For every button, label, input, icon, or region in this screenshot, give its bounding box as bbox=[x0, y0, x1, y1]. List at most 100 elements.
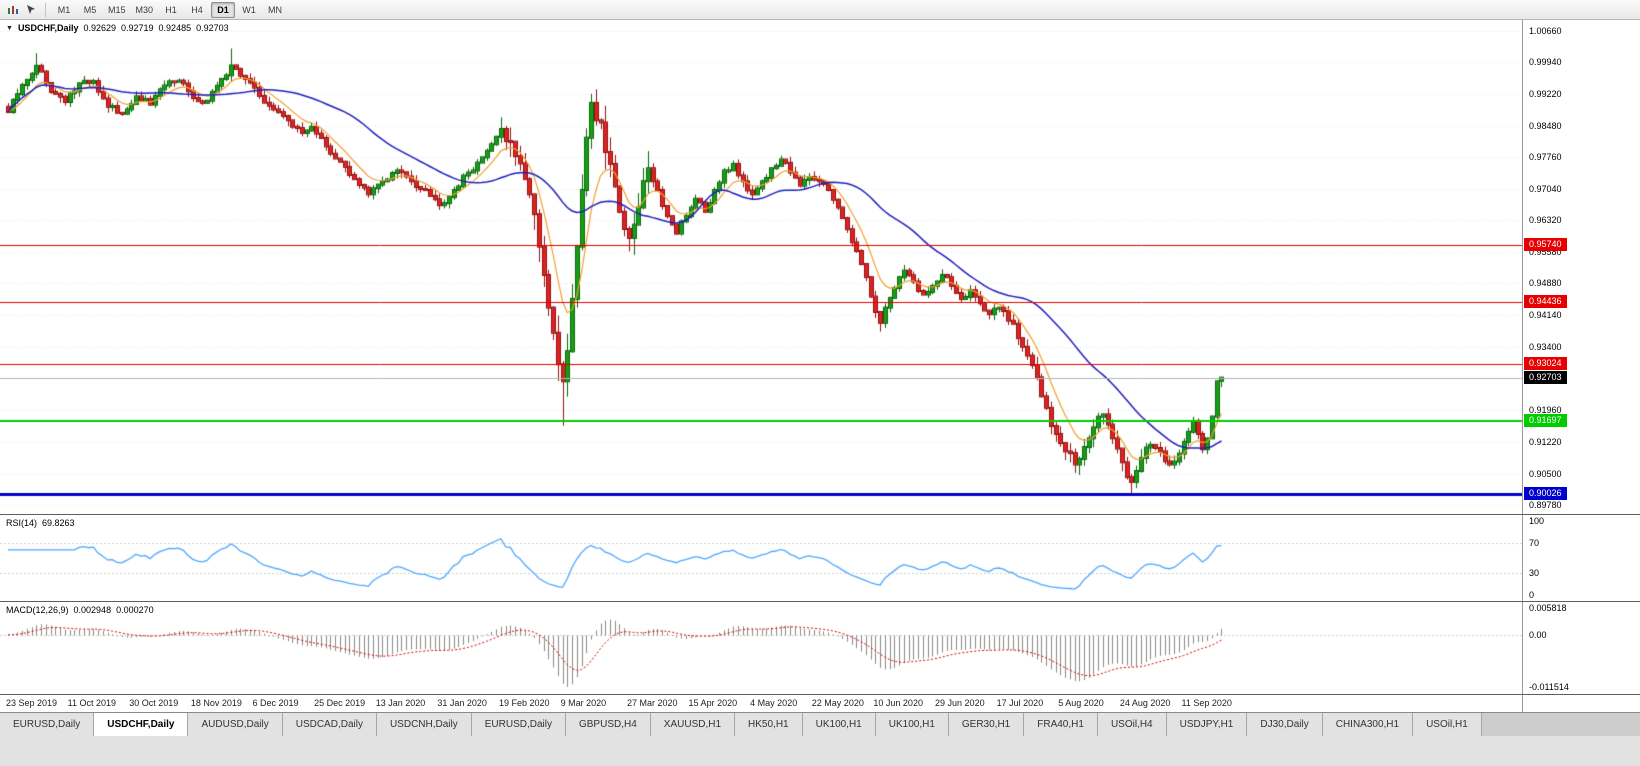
chart-tab-eurusd-daily[interactable]: EURUSD,Daily bbox=[471, 713, 566, 736]
level-price-badge: 0.93024 bbox=[1524, 356, 1567, 370]
time-axis[interactable]: 23 Sep 2019 11 Oct 2019 30 Oct 2019 18 Nov … bbox=[0, 695, 1640, 712]
price-tick-label: 0.95580 bbox=[1529, 247, 1562, 258]
time-label: 4 May 2020 bbox=[750, 698, 798, 708]
time-label: 29 Jun 2020 bbox=[935, 698, 985, 708]
macd-signal-value: 0.000270 bbox=[116, 605, 154, 615]
time-label: 25 Dec 2019 bbox=[314, 698, 366, 708]
timeframe-button-d1[interactable]: D1 bbox=[211, 1, 236, 18]
price-tick-label: 0.91220 bbox=[1529, 437, 1562, 448]
cursor-icon[interactable] bbox=[22, 2, 40, 18]
chart-tab-hk50-h1[interactable]: HK50,H1 bbox=[735, 713, 803, 736]
ohlc-close: 0.92703 bbox=[196, 23, 229, 33]
timeframe-button-h4[interactable]: H4 bbox=[191, 4, 203, 15]
statusbar-filler bbox=[0, 736, 1640, 766]
chart-tabbar: EURUSD,Daily USDCHF,Daily AUDUSD,Daily USDC… bbox=[0, 712, 1640, 736]
rsi-value-label: 69.8263 bbox=[42, 518, 75, 528]
price-chart-canvas[interactable] bbox=[0, 20, 1522, 514]
time-label: 24 Aug 2020 bbox=[1119, 698, 1171, 708]
time-label: 17 Jul 2020 bbox=[996, 698, 1044, 708]
price-tick-label: 0.97040 bbox=[1529, 183, 1562, 194]
time-label: 5 Aug 2020 bbox=[1058, 698, 1104, 708]
level-price-badge: 0.95740 bbox=[1524, 238, 1567, 252]
macd-canvas[interactable] bbox=[0, 602, 1522, 694]
price-scale[interactable]: 1.00660 0.99940 0.99220 0.98480 0.97760 0.970… bbox=[1522, 20, 1640, 514]
time-label: 13 Jan 2020 bbox=[375, 698, 426, 708]
macd-pane: MACD(12,26,9) 0.002948 0.000270 0.005818… bbox=[0, 602, 1640, 695]
macd-title: MACD(12,26,9) 0.002948 0.000270 bbox=[6, 605, 154, 615]
macd-scale[interactable]: 0.005818 0.00 -0.011514 bbox=[1522, 602, 1640, 694]
timeframe-button-h1[interactable]: H1 bbox=[165, 4, 177, 15]
chart-tab-usoil-h1[interactable]: USOil,H1 bbox=[1413, 713, 1482, 736]
chart-tab-ger30-h1[interactable]: GER30,H1 bbox=[948, 713, 1025, 736]
ohlc-open: 0.92629 bbox=[83, 23, 116, 33]
chart-tab-audusd-daily[interactable]: AUDUSD,Daily bbox=[188, 713, 283, 736]
cursor-icon-glyph bbox=[26, 5, 35, 14]
chart-tab-usdchf-daily[interactable]: USDCHF,Daily bbox=[94, 713, 189, 736]
macd-main-value: 0.002948 bbox=[73, 605, 112, 615]
price-tick-label: 0.89780 bbox=[1529, 500, 1562, 510]
chart-tab-gbpusd-h4[interactable]: GBPUSD,H4 bbox=[565, 713, 651, 736]
chart-tab-uk100-h1[interactable]: UK100,H1 bbox=[875, 713, 949, 736]
rsi-tick-label: 100 bbox=[1529, 516, 1545, 526]
macd-tick-label: -0.011514 bbox=[1529, 682, 1569, 692]
time-label: 22 May 2020 bbox=[811, 698, 864, 708]
rsi-title: RSI(14) 69.8263 bbox=[6, 518, 75, 528]
price-tick-label: 0.97760 bbox=[1529, 152, 1562, 163]
time-axis-corner bbox=[1522, 695, 1640, 712]
price-tick-label: 0.93400 bbox=[1529, 342, 1562, 353]
macd-name-label: MACD(12,26,9) bbox=[6, 605, 69, 615]
timeframe-button-m15[interactable]: M15 bbox=[108, 4, 126, 15]
current-price-badge: 0.92703 bbox=[1524, 370, 1567, 384]
timeframe-button-w1[interactable]: W1 bbox=[242, 4, 256, 15]
chart-tab-dj30-daily[interactable]: DJ30,Daily bbox=[1247, 713, 1323, 736]
price-tick-label: 1.00660 bbox=[1529, 26, 1562, 36]
time-label: 6 Dec 2019 bbox=[252, 698, 299, 708]
time-label: 30 Oct 2019 bbox=[129, 698, 179, 708]
price-tick-label: 0.99220 bbox=[1529, 88, 1562, 99]
level-price-badge: 0.90026 bbox=[1524, 487, 1567, 501]
ohlc-high: 0.92719 bbox=[121, 23, 154, 33]
chart-tab-uk100-h1[interactable]: UK100,H1 bbox=[802, 713, 876, 736]
rsi-tick-label: 70 bbox=[1529, 538, 1540, 549]
time-label: 11 Oct 2019 bbox=[67, 698, 116, 708]
time-label: 23 Sep 2019 bbox=[6, 698, 58, 708]
chart-tab-usoil-h4[interactable]: USOil,H4 bbox=[1097, 713, 1167, 736]
time-label: 31 Jan 2020 bbox=[437, 698, 487, 708]
price-pane: ▼ USDCHF,Daily 0.92629 0.92719 0.92485 0… bbox=[0, 20, 1640, 515]
price-tick-label: 0.96320 bbox=[1529, 215, 1562, 226]
chart-tab-xauusd-h1[interactable]: XAUUSD,H1 bbox=[650, 713, 736, 736]
timeframe-button-m30[interactable]: M30 bbox=[135, 4, 154, 15]
price-tick-label: 0.94140 bbox=[1529, 310, 1562, 321]
time-label: 10 Jun 2020 bbox=[873, 698, 923, 708]
chart-symbol-label: USDCHF,Daily bbox=[17, 23, 79, 33]
top-toolbar: M1 M5 M15 M30 H1 H4 D1 W1 MN bbox=[0, 0, 1640, 20]
charts-icon[interactable] bbox=[4, 2, 22, 18]
rsi-canvas[interactable] bbox=[0, 515, 1522, 601]
timeframe-button-m1[interactable]: M1 bbox=[57, 4, 71, 15]
rsi-name-label: RSI(14) bbox=[6, 518, 38, 528]
chart-tab-eurusd-daily[interactable]: EURUSD,Daily bbox=[0, 713, 95, 736]
time-label: 9 Mar 2020 bbox=[560, 698, 607, 708]
rsi-tick-label: 30 bbox=[1529, 567, 1540, 578]
level-price-badge: 0.91697 bbox=[1524, 414, 1567, 428]
rsi-pane: RSI(14) 69.8263 100 70 30 0 bbox=[0, 515, 1640, 602]
timeframe-button-m5[interactable]: M5 bbox=[83, 4, 97, 15]
chart-tab-fra40-h1[interactable]: FRA40,H1 bbox=[1024, 713, 1098, 736]
toolbar-separator bbox=[45, 2, 46, 17]
timeframe-button-mn[interactable]: MN bbox=[268, 4, 283, 15]
chart-tab-china300-h1[interactable]: CHINA300,H1 bbox=[1322, 713, 1414, 736]
chart-title: ▼ USDCHF,Daily 0.92629 0.92719 0.92485 0… bbox=[6, 23, 229, 33]
time-label: 27 Mar 2020 bbox=[626, 698, 678, 708]
time-label: 18 Nov 2019 bbox=[190, 698, 242, 708]
chart-tab-usdcad-daily[interactable]: USDCAD,Daily bbox=[282, 713, 377, 736]
rsi-scale[interactable]: 100 70 30 0 bbox=[1522, 515, 1640, 601]
rsi-tick-label: 0 bbox=[1529, 590, 1535, 600]
macd-tick-label: 0.00 bbox=[1529, 629, 1547, 640]
chart-tab-usdcnh-daily[interactable]: USDCNH,Daily bbox=[376, 713, 472, 736]
expand-arrow-icon[interactable]: ▼ bbox=[6, 24, 13, 32]
time-label: 19 Feb 2020 bbox=[498, 698, 550, 708]
price-tick-label: 0.99940 bbox=[1529, 57, 1562, 68]
charts-icon-glyph bbox=[8, 5, 18, 14]
chart-tab-usdjpy-h1[interactable]: USDJPY,H1 bbox=[1166, 713, 1248, 736]
